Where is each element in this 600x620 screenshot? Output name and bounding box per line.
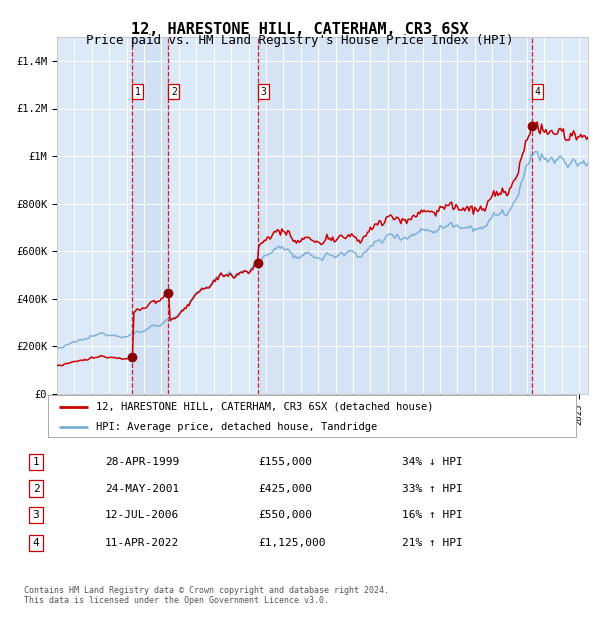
- Text: £550,000: £550,000: [258, 510, 312, 520]
- Bar: [132, 37, 168, 394]
- Text: 2: 2: [32, 484, 40, 494]
- Text: 4: 4: [535, 87, 541, 97]
- Text: 16% ↑ HPI: 16% ↑ HPI: [402, 510, 463, 520]
- Text: £1,125,000: £1,125,000: [258, 538, 325, 548]
- Text: 28-APR-1999: 28-APR-1999: [105, 457, 179, 467]
- Text: Price paid vs. HM Land Registry's House Price Index (HPI): Price paid vs. HM Land Registry's House …: [86, 34, 514, 47]
- Text: HPI: Average price, detached house, Tandridge: HPI: Average price, detached house, Tand…: [95, 422, 377, 432]
- Text: 1: 1: [135, 87, 140, 97]
- Text: 2: 2: [171, 87, 177, 97]
- Text: 1: 1: [32, 457, 40, 467]
- Text: 3: 3: [32, 510, 40, 520]
- Text: 4: 4: [32, 538, 40, 548]
- Text: 12-JUL-2006: 12-JUL-2006: [105, 510, 179, 520]
- Text: £425,000: £425,000: [258, 484, 312, 494]
- Text: 12, HARESTONE HILL, CATERHAM, CR3 6SX: 12, HARESTONE HILL, CATERHAM, CR3 6SX: [131, 22, 469, 37]
- Text: 24-MAY-2001: 24-MAY-2001: [105, 484, 179, 494]
- Text: 21% ↑ HPI: 21% ↑ HPI: [402, 538, 463, 548]
- Text: 12, HARESTONE HILL, CATERHAM, CR3 6SX (detached house): 12, HARESTONE HILL, CATERHAM, CR3 6SX (d…: [95, 402, 433, 412]
- Text: 34% ↓ HPI: 34% ↓ HPI: [402, 457, 463, 467]
- Text: 33% ↑ HPI: 33% ↑ HPI: [402, 484, 463, 494]
- Text: 3: 3: [260, 87, 266, 97]
- Text: Contains HM Land Registry data © Crown copyright and database right 2024.
This d: Contains HM Land Registry data © Crown c…: [24, 586, 389, 605]
- Text: 11-APR-2022: 11-APR-2022: [105, 538, 179, 548]
- Bar: [258, 37, 532, 394]
- Text: £155,000: £155,000: [258, 457, 312, 467]
